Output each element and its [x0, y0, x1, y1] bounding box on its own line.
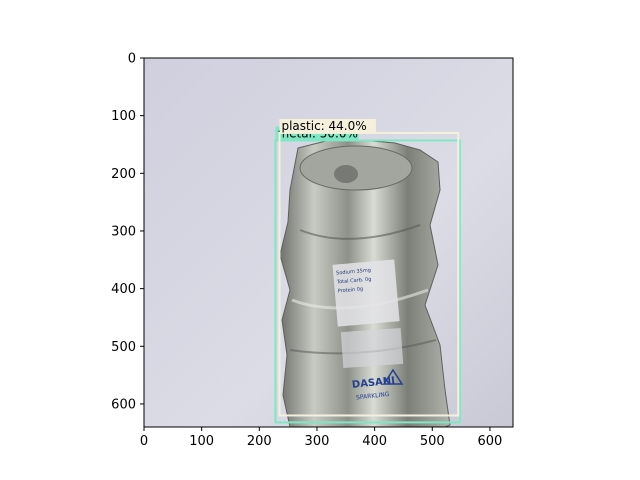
x-axis: 0 100 200 300 400 500 600 — [140, 427, 502, 449]
label-plastic: plastic: 44.0% — [281, 119, 366, 133]
x-tick-label: 400 — [362, 434, 387, 449]
y-tick-label: 300 — [111, 224, 136, 239]
nutrition-label: Sodium 35mg Total Carb. 0g Protein 0g — [332, 259, 399, 326]
y-tick-label: 400 — [111, 282, 136, 297]
y-tick-label: 0 — [128, 52, 136, 67]
x-tick-label: 100 — [189, 434, 214, 449]
crushed-can: Sodium 35mg Total Carb. 0g Protein 0g DA… — [280, 140, 450, 427]
y-tick-label: 100 — [111, 109, 136, 124]
can-tab — [334, 165, 358, 183]
x-tick-label: 500 — [420, 434, 445, 449]
can-top — [300, 146, 412, 190]
y-tick-label: 200 — [111, 167, 136, 182]
y-tick-label: 500 — [111, 340, 136, 355]
x-tick-label: 200 — [247, 434, 272, 449]
x-tick-label: 300 — [305, 434, 330, 449]
y-tick-label: 600 — [111, 397, 136, 412]
y-axis: 0 100 200 300 400 500 600 — [111, 52, 144, 413]
ingredients-panel — [341, 328, 403, 368]
x-tick-label: 600 — [478, 434, 503, 449]
x-tick-label: 0 — [140, 434, 148, 449]
